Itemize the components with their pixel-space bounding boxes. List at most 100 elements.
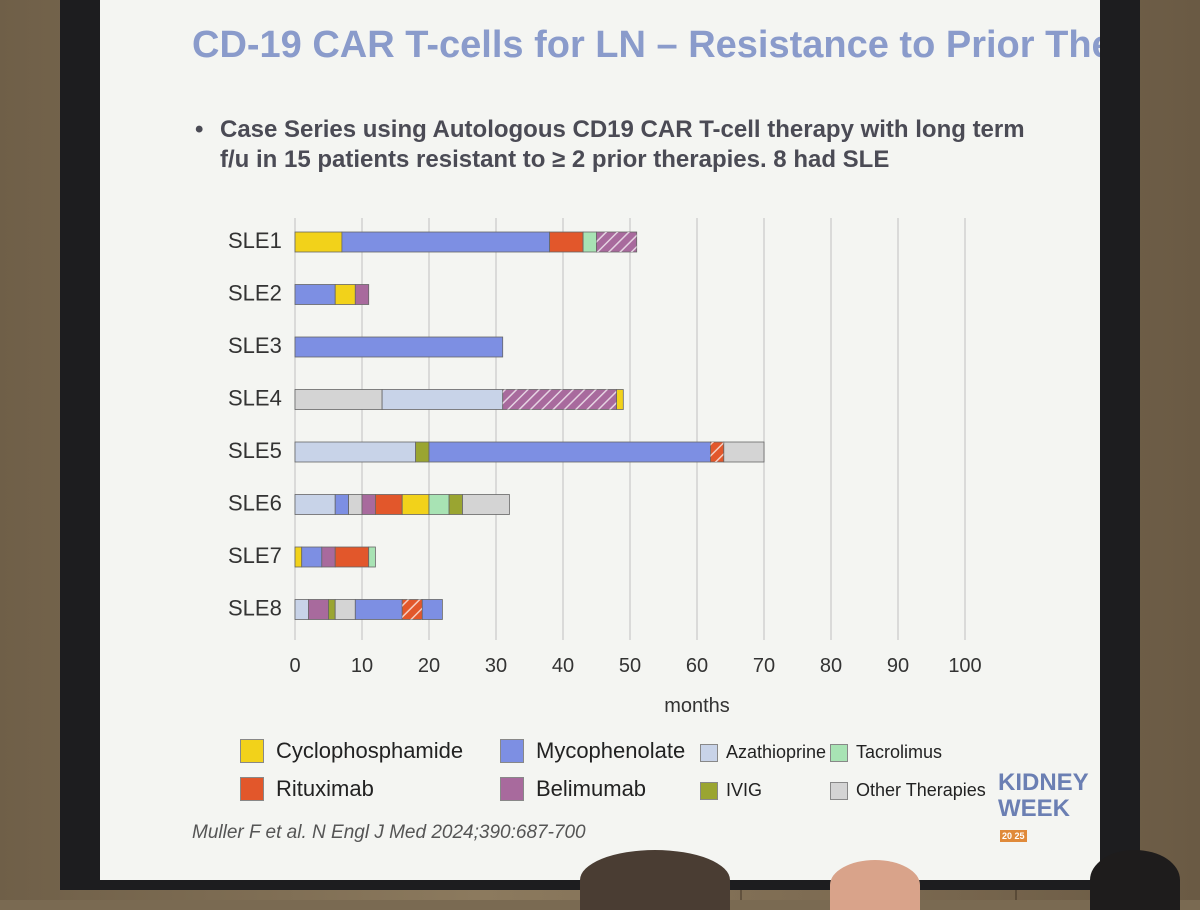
bar-segment-mycophenolate xyxy=(301,546,323,568)
legend-item-other-therapies: Other Therapies xyxy=(830,780,986,801)
chart-grid xyxy=(294,218,966,640)
bar-segment-mycophenolate xyxy=(421,599,443,620)
bar-segment-hatch xyxy=(402,599,423,620)
legend-swatch xyxy=(500,739,524,763)
bar-segment-other-therapies xyxy=(723,441,765,463)
row-label-sle5: SLE5 xyxy=(228,438,282,463)
bar-segment-ivig xyxy=(415,441,430,463)
bar-segment-other-therapies xyxy=(348,494,363,515)
row-label-sle6: SLE6 xyxy=(228,491,282,516)
chart-legend: Cyclophosphamide Rituximab Mycophenolate… xyxy=(240,738,1020,814)
chart-labels: 0 10 20 30 40 50 60 70 80 90 100 months SLE1 SLE2 SLE3… xyxy=(228,228,982,717)
bullet-mark: • xyxy=(195,116,204,143)
x-tick-label: 50 xyxy=(619,655,641,677)
row-label-sle8: SLE8 xyxy=(228,596,282,621)
bar-segment-mycophenolate xyxy=(334,494,350,515)
bar-segment-belimumab xyxy=(321,546,336,568)
x-tick-label: 70 xyxy=(753,655,775,677)
row-label-sle2: SLE2 xyxy=(228,281,282,306)
bar-segment-cyclophosphamide xyxy=(294,546,303,568)
bar-segment-azathioprine xyxy=(381,389,504,410)
row-label-sle1: SLE1 xyxy=(228,228,282,253)
bar-segment-mycophenolate xyxy=(341,231,550,253)
legend-swatch xyxy=(240,777,264,801)
legend-item-cyclophosphamide: Cyclophosphamide xyxy=(240,738,463,764)
legend-label: Mycophenolate xyxy=(536,738,686,763)
presentation-slide: CD-19 CAR T-cells for LN – Resistance to… xyxy=(100,0,1100,880)
bar-segment-azathioprine xyxy=(294,599,309,620)
bar-segment-hatch xyxy=(596,232,637,252)
audience-head xyxy=(580,850,730,910)
x-tick-label: 90 xyxy=(887,655,909,677)
legend-swatch xyxy=(500,777,524,801)
bar-segment-ivig xyxy=(328,599,336,620)
bar-segment-ivig xyxy=(448,494,463,515)
legend-item-ivig: IVIG xyxy=(700,780,762,801)
legend-swatch xyxy=(830,743,848,762)
logo-line-1: KIDNEY xyxy=(998,769,1089,796)
kidney-week-logo: KIDNEY WEEK 20 25 xyxy=(998,769,1089,848)
x-axis-title: months xyxy=(664,695,730,717)
x-tick-label: 0 xyxy=(289,655,300,677)
bar-segment-other-therapies xyxy=(334,599,356,620)
bar-segment-cyclophosphamide xyxy=(294,231,343,253)
bar-segment-hatch xyxy=(502,389,617,410)
x-tick-label: 60 xyxy=(686,655,708,677)
logo-year-badge: 20 25 xyxy=(1000,829,1027,842)
bar-segment-rituximab xyxy=(334,546,370,568)
legend-item-azathioprine: Azathioprine xyxy=(700,742,826,763)
bar-segment-mycophenolate xyxy=(428,441,711,463)
legend-item-tacrolimus: Tacrolimus xyxy=(830,742,942,763)
legend-label: Cyclophosphamide xyxy=(276,738,464,763)
legend-item-mycophenolate: Mycophenolate xyxy=(500,738,685,764)
bar-segment-azathioprine xyxy=(294,441,416,463)
legend-swatch xyxy=(830,781,848,800)
x-tick-label: 100 xyxy=(948,655,981,677)
bar-segment-belimumab xyxy=(354,284,370,305)
bar-segment-mycophenolate xyxy=(294,336,504,358)
legend-swatch xyxy=(700,781,718,800)
row-label-sle4: SLE4 xyxy=(228,386,282,411)
bar-segment-cyclophosphamide xyxy=(334,284,356,305)
bullet-text-line-1: Case Series using Autologous CD19 CAR T-… xyxy=(220,116,1025,143)
x-tick-label: 80 xyxy=(820,655,842,677)
citation: Muller F et al. N Engl J Med 2024;390:68… xyxy=(192,822,586,843)
bar-segment-cyclophosphamide xyxy=(401,494,430,515)
audience-head xyxy=(1090,850,1180,910)
legend-label: Rituximab xyxy=(276,776,374,801)
bar-segment-mycophenolate xyxy=(294,284,336,305)
legend-swatch xyxy=(240,739,264,763)
audience-heads xyxy=(0,820,1200,910)
bar-segment-belimumab xyxy=(307,599,329,620)
audience-head xyxy=(830,860,920,910)
bullet-text-line-2: f/u in 15 patients resistant to ≥ 2 prio… xyxy=(220,146,890,173)
bar-segment-hatch xyxy=(710,442,724,462)
row-label-sle3: SLE3 xyxy=(228,333,282,358)
logo-line-2-text: WEEK xyxy=(998,795,1070,822)
bar-segment-mycophenolate xyxy=(354,599,403,620)
bar-segment-belimumab xyxy=(361,494,376,515)
legend-item-rituximab: Rituximab xyxy=(240,776,374,802)
slide-title: CD-19 CAR T-cells for LN – Resistance to… xyxy=(192,24,1100,66)
row-label-sle7: SLE7 xyxy=(228,543,282,568)
x-tick-label: 30 xyxy=(485,655,507,677)
x-tick-label: 10 xyxy=(351,655,373,677)
bar-segment-tacrolimus xyxy=(368,546,376,568)
legend-label: Belimumab xyxy=(536,776,647,801)
bar-segment-tacrolimus xyxy=(428,494,450,515)
bar-segment-other-therapies xyxy=(294,389,383,410)
bar-segment-rituximab xyxy=(374,494,403,515)
legend-item-belimumab: Belimumab xyxy=(500,776,646,802)
legend-label: Tacrolimus xyxy=(856,742,943,762)
legend-swatch xyxy=(700,743,718,762)
legend-label: Other Therapies xyxy=(856,780,986,800)
bar-segment-rituximab xyxy=(549,231,584,253)
legend-label: IVIG xyxy=(726,780,763,800)
bar-segment-tacrolimus xyxy=(582,231,597,253)
x-tick-label: 20 xyxy=(418,655,440,677)
chart-bars xyxy=(294,231,765,620)
logo-line-2: WEEK 20 25 xyxy=(998,796,1082,848)
x-tick-label: 40 xyxy=(552,655,574,677)
bar-segment-azathioprine xyxy=(294,494,336,515)
